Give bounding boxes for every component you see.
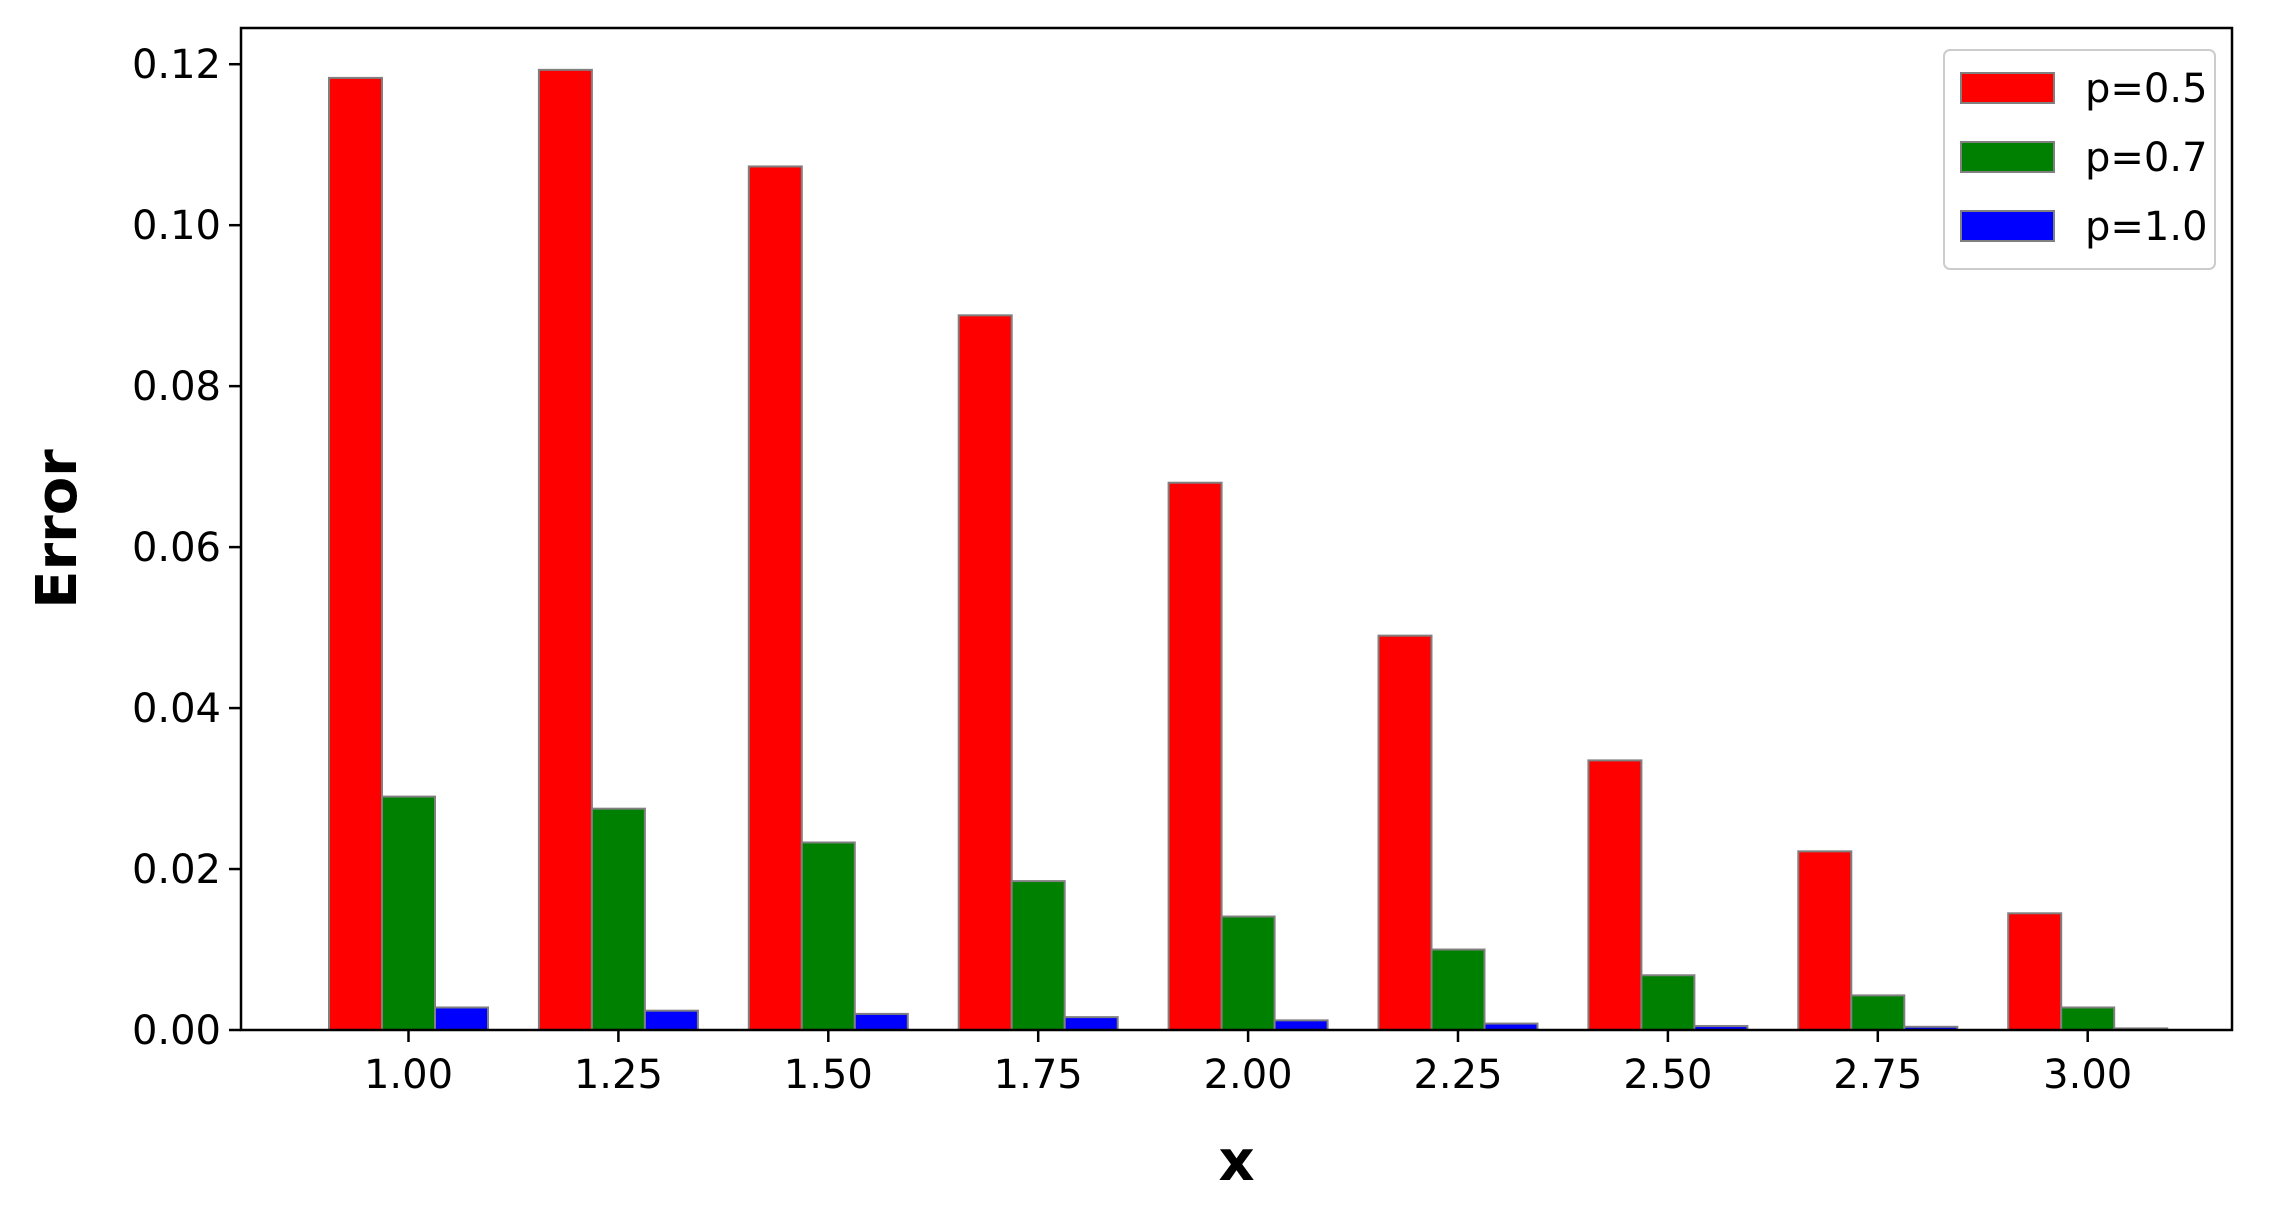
bar-p=1.0-1.75 xyxy=(1063,1016,1119,1031)
x-tick-label: 1.50 xyxy=(784,1052,873,1098)
bar-p=1.0-1.25 xyxy=(643,1009,699,1031)
x-tick-label: 2.25 xyxy=(1413,1052,1502,1098)
y-tick-label: 0.10 xyxy=(132,203,221,249)
x-tick-label: 1.25 xyxy=(574,1052,663,1098)
bar-p=0.5-2.75 xyxy=(1797,850,1853,1032)
legend-label-p=0.7: p=0.7 xyxy=(2085,135,2208,181)
bar-p=1.0-1.00 xyxy=(434,1006,489,1032)
bar-p=0.5-3.00 xyxy=(2007,912,2063,1031)
y-tick-label: 0.00 xyxy=(132,1008,221,1054)
y-tick-label: 0.12 xyxy=(132,42,221,88)
y-tick-label: 0.06 xyxy=(132,525,221,571)
bars-layer xyxy=(328,68,2169,1032)
x-tick-label: 1.00 xyxy=(364,1052,453,1098)
bar-p=0.5-2.50 xyxy=(1587,759,1643,1032)
bar-p=0.5-1.50 xyxy=(747,165,803,1032)
y-tick-label: 0.04 xyxy=(132,686,221,732)
x-tick-label: 2.75 xyxy=(1833,1052,1922,1098)
x-tick-label: 1.75 xyxy=(994,1052,1083,1098)
bar-p=0.7-1.25 xyxy=(590,807,646,1031)
y-axis: 0.00 0.02 0.04 0.06 0.08 0.10 0.12 xyxy=(132,42,241,1054)
x-tick-label: 2.00 xyxy=(1204,1052,1293,1098)
y-tick-label: 0.02 xyxy=(132,847,221,893)
x-tick-label: 2.50 xyxy=(1623,1052,1712,1098)
bar-p=0.7-1.75 xyxy=(1010,880,1066,1032)
bar-p=1.0-1.50 xyxy=(853,1012,909,1032)
x-tick-label: 3.00 xyxy=(2043,1052,2132,1098)
x-axis-label: x xyxy=(1218,1129,1254,1194)
bar-p=1.0-2.00 xyxy=(1273,1019,1329,1031)
legend-swatch-p=0.5 xyxy=(1960,72,2055,104)
bar-p=0.7-1.00 xyxy=(381,795,436,1031)
legend-label-p=0.5: p=0.5 xyxy=(2085,66,2208,112)
bar-p=0.5-1.00 xyxy=(328,76,383,1031)
bar-p=0.7-3.00 xyxy=(2060,1006,2116,1032)
bar-p=0.7-2.50 xyxy=(1640,974,1696,1031)
plot-frame xyxy=(239,26,2234,1032)
y-tick-label: 0.08 xyxy=(132,364,221,410)
bar-p=0.5-1.25 xyxy=(537,68,593,1032)
bar-p=0.5-1.75 xyxy=(957,314,1013,1031)
bar-p=0.7-2.25 xyxy=(1430,948,1486,1031)
bar-p=0.7-1.50 xyxy=(800,841,856,1031)
x-axis: 1.00 1.25 1.50 1.75 2.00 2.25 2.50 2.75 3.00 xyxy=(364,1030,2132,1098)
bar-p=0.7-2.00 xyxy=(1220,915,1276,1032)
legend-swatch-p=1.0 xyxy=(1960,210,2055,242)
y-axis-label: Error xyxy=(25,449,90,609)
legend-swatch-p=0.7 xyxy=(1960,141,2055,173)
bar-p=0.7-2.75 xyxy=(1850,994,1906,1031)
legend-label-p=1.0: p=1.0 xyxy=(2085,204,2208,250)
bar-p=0.5-2.00 xyxy=(1167,481,1223,1031)
legend: p=0.5 p=0.7 p=1.0 xyxy=(1943,49,2216,270)
bar-p=0.5-2.25 xyxy=(1377,634,1433,1031)
